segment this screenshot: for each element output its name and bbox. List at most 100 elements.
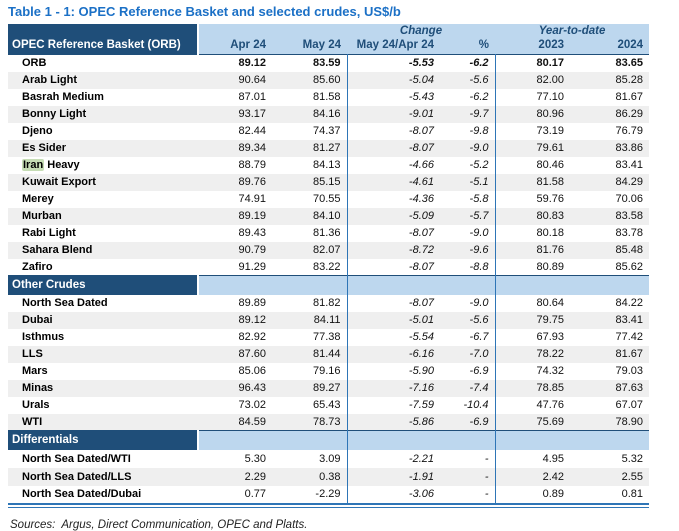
value-cell: -9.0 [440,294,496,312]
table-row: Djeno 82.44 74.37 -8.07 -9.8 73.19 76.79 [8,122,649,140]
value-cell: 82.92 [238,331,266,343]
value-cell: 80.64 [536,297,565,309]
table-row: Basrah Medium 87.01 81.58 -5.43 -6.2 77.10 81.… [8,88,649,106]
section-title: Differentials [8,430,199,450]
value-cell: 85.60 [272,71,348,89]
section-fill-cell [570,430,650,450]
value-cell: -5.7 [440,207,496,225]
value-cell: 2.55 [570,467,650,486]
value-cell: -5.90 [408,365,434,377]
value-cell: 83.41 [615,159,644,171]
value-cell: -8.07 [408,260,434,273]
value-cell: 74.32 [536,365,565,377]
value-cell: 84.29 [570,173,650,191]
value-cell: 81.82 [272,294,348,312]
value-cell: 87.01 [238,91,266,103]
crude-name: Rabi Light [22,227,76,239]
value-cell: -9.0 [440,139,496,157]
column-header-row: Apr 24 May 24 May 24/Apr 24 % 2023 2024 [8,38,650,55]
column-header-apr24: Apr 24 [198,38,272,55]
value-cell: 2.29 [198,467,272,486]
value-cell: - [440,467,496,486]
value-cell: 83.86 [570,139,650,157]
value-cell: 79.61 [495,139,571,157]
value-cell: 79.03 [615,365,644,377]
value-cell: 89.19 [198,207,272,225]
value-cell: -9.0 [440,224,496,242]
value-cell: 85.28 [570,71,650,89]
value-cell: -5.6 [440,71,496,89]
corner-header: OPEC Reference Basket (ORB) [8,24,199,55]
value-cell: 88.79 [238,159,266,171]
value-cell: 83.78 [615,227,644,239]
table-row: ORB 89.12 83.59 -5.53 -6.2 80.17 83.65 [8,54,649,72]
table-row: Bonny Light 93.17 84.16 -9.01 -9.7 80.96 86.29 [8,105,650,123]
crude-name: Zafiro [22,260,53,273]
value-cell: - [440,485,496,504]
value-cell: -8.8 [440,258,496,276]
value-cell: 80.17 [536,57,565,70]
value-cell: -8.07 [347,139,440,157]
group-header-year-to-date: Year-to-date [495,24,650,38]
value-cell: 81.67 [615,91,644,103]
value-cell: 79.16 [272,362,348,380]
value-cell: -9.7 [440,105,496,123]
value-cell: -5.8 [440,190,496,208]
crude-name: Urals [22,399,50,411]
value-cell: 74.91 [238,193,266,205]
crude-name: Dubai [8,311,198,329]
value-cell: -9.8 [440,122,496,140]
value-cell: 87.63 [570,379,650,397]
value-cell: -6.16 [347,345,440,363]
crude-name: Kuwait Export [8,173,198,191]
value-cell: 89.34 [198,139,272,157]
value-cell: -7.0 [440,345,496,363]
value-cell: -2.29 [272,485,348,504]
table-row: Sahara Blend 90.79 82.07 -8.72 -9.6 81.76 85.4… [8,241,650,259]
crude-name: Murban [8,207,198,225]
value-cell: 83.58 [570,207,650,225]
value-cell: 96.43 [198,379,272,397]
column-header-change-pct: % [440,38,496,55]
value-cell: -8.07 [408,125,434,137]
value-cell: -5.86 [347,413,440,431]
crude-name: Iran Heavy [22,159,80,171]
value-cell: 91.29 [238,260,266,273]
opec-basket-table: OPEC Reference Basket (ORB) Change Year-… [8,24,650,505]
value-cell: 84.13 [272,156,348,174]
value-cell: -4.36 [408,193,434,205]
value-cell: -6.2 [440,88,496,106]
section-fill-cell [347,430,440,450]
section-fill-cell [440,275,496,295]
value-cell: -5.6 [440,311,496,329]
value-cell: -4.61 [347,173,440,191]
value-cell: -6.9 [440,362,496,380]
value-cell: 87.60 [198,345,272,363]
table-row: Rabi Light 89.43 81.36 -8.07 -9.0 80.18 83.78 [8,224,649,242]
table-title: Table 1 - 1: OPEC Reference Basket and s… [8,4,401,19]
value-cell: 83.65 [615,57,644,70]
value-cell: 83.22 [272,258,348,276]
value-cell: 85.06 [238,365,266,377]
crude-name: Es Sider [8,139,198,157]
value-cell: -7.59 [408,399,434,411]
value-cell: 77.38 [272,328,348,346]
value-cell: 82.00 [495,71,571,89]
table-row: North Sea Dated 89.89 81.82 -8.07 -9.0 80.64 8… [8,294,649,312]
value-cell: 0.77 [244,488,266,500]
value-cell: 78.73 [272,413,348,431]
value-cell: 81.27 [272,139,348,157]
value-cell: -5.54 [408,331,434,343]
crude-name: Bonny Light [8,105,198,123]
value-cell: 81.44 [272,345,348,363]
value-cell: 77.10 [536,91,565,103]
value-cell: 80.46 [536,159,565,171]
value-cell: 78.85 [495,379,571,397]
table-row: North Sea Dated/LLS 2.29 0.38 -1.91-2.42 2.5… [8,467,650,486]
value-cell: 83.59 [272,54,348,72]
section-header-row: Differentials [8,430,650,450]
section-fill-cell [198,275,272,295]
table-row: Dubai 89.12 84.11 -5.01 -5.6 79.75 83.41 [8,311,650,329]
crude-name: Merey [22,193,54,205]
value-cell: -1.91 [347,467,440,486]
